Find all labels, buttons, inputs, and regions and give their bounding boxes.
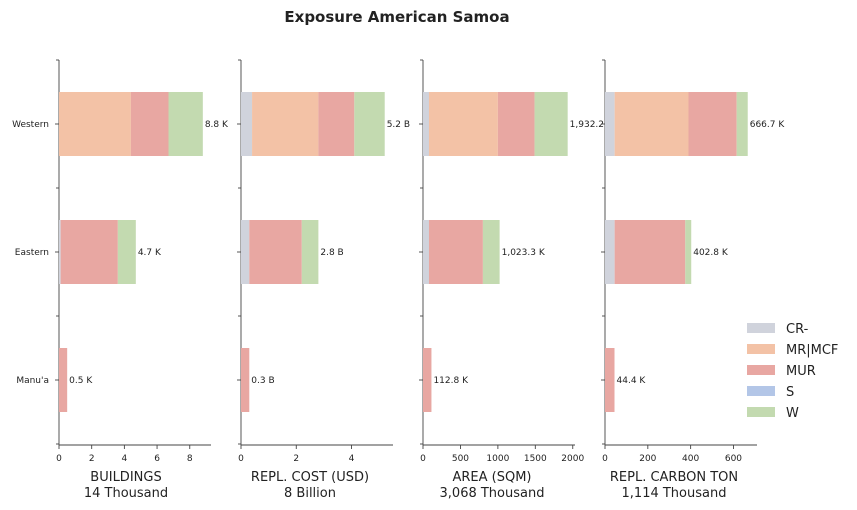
bar-total-label: 5.2 B: [387, 120, 410, 130]
bar-segment-w: [168, 92, 203, 156]
bar-segment-cr: [423, 220, 429, 284]
bar-total-label: 0.5 K: [69, 376, 93, 386]
legend-swatch-mur: [747, 365, 775, 375]
bar-segment-mr: [614, 92, 689, 156]
bar-segment-mur: [130, 92, 169, 156]
x-axis-subtitle: 14 Thousand: [84, 486, 168, 501]
bar-segment-mur: [428, 220, 483, 284]
bar-segment-w: [301, 220, 319, 284]
legend-label-mur: MUR: [786, 364, 816, 379]
legend-label-w: W: [786, 406, 799, 421]
bar-segment-w: [736, 92, 748, 156]
category-label: Western: [12, 120, 49, 130]
bar-total-label: 1,932.2: [570, 120, 604, 130]
bar-segment-w: [117, 220, 136, 284]
legend-swatch-s: [747, 386, 775, 396]
bar-segment-w: [534, 92, 568, 156]
x-tick-label: 2: [89, 454, 95, 464]
bar-segment-mur: [605, 348, 615, 412]
bar-total-label: 8.8 K: [205, 120, 229, 130]
bar-segment-w: [354, 92, 385, 156]
legend-swatch-mr: [747, 344, 775, 354]
bar-segment-cr: [423, 92, 429, 156]
bar-total-label: 0.3 B: [251, 376, 274, 386]
legend-label-mr: MR|MCF: [786, 343, 838, 358]
bar-total-label: 1,023.3 K: [502, 248, 546, 258]
bar-total-label: 2.8 B: [320, 248, 343, 258]
chart-panels: Western Eastern Manu'a 8.8 K 4.7 K 0.5 K 0 2 4 6 8…: [12, 59, 786, 501]
bar-segment-w: [482, 220, 500, 284]
bar-segment-cr: [605, 92, 615, 156]
bar-total-label: 4.7 K: [138, 248, 162, 258]
bar-segment-cr: [241, 92, 253, 156]
legend-label-s: S: [786, 385, 794, 400]
bar-segment-mur: [241, 348, 250, 412]
x-tick-label: 0: [56, 454, 62, 464]
panel-2: 5.2 B 2.8 B 0.3 B 0 2 4 REPL. COST (USD)8 Bill…: [237, 59, 410, 501]
x-tick-label: 200: [639, 454, 656, 464]
bar-segment-mr: [59, 92, 131, 156]
x-tick-label: 4: [349, 454, 355, 464]
legend-swatch-cr: [747, 323, 775, 333]
bar-segment-mur: [423, 348, 432, 412]
x-axis-subtitle: 8 Billion: [284, 486, 336, 501]
x-tick-label: 6: [154, 454, 160, 464]
x-axis-label: REPL. COST (USD): [251, 470, 369, 485]
bar-segment-mur: [318, 92, 355, 156]
x-axis-label: BUILDINGS: [90, 470, 161, 485]
x-tick-label: 0: [420, 454, 426, 464]
category-label: Eastern: [15, 248, 49, 258]
bar-segment-w: [685, 220, 692, 284]
bar-total-label: 666.7 K: [750, 120, 786, 130]
legend-swatch-w: [747, 407, 775, 417]
bar-segment-cr: [605, 220, 615, 284]
panel-3: 1,932.2 1,023.3 K 112.8 K 0 500 1000 1500 2000 A…: [419, 59, 604, 501]
x-tick-label: 0: [238, 454, 244, 464]
panel-1: Western Eastern Manu'a 8.8 K 4.7 K 0.5 K 0 2 4 6 8…: [12, 59, 229, 501]
x-tick-label: 2: [293, 454, 299, 464]
bar-total-label: 402.8 K: [693, 248, 729, 258]
panel-4: 666.7 K 402.8 K 44.4 K 0 200 400 600 REPL. CARB…: [601, 59, 786, 501]
bar-segment-mur: [249, 220, 302, 284]
bar-segment-mur: [497, 92, 535, 156]
x-tick-label: 400: [682, 454, 699, 464]
bar-segment-mur: [614, 220, 686, 284]
bar-segment-mr: [252, 92, 319, 156]
x-axis-label: REPL. CARBON TON: [610, 470, 738, 485]
x-axis-subtitle: 1,114 Thousand: [622, 486, 727, 501]
x-tick-label: 1500: [524, 454, 547, 464]
bar-total-label: 112.8 K: [433, 376, 469, 386]
x-tick-label: 1000: [486, 454, 509, 464]
x-tick-label: 500: [452, 454, 469, 464]
x-tick-label: 0: [602, 454, 608, 464]
x-axis-subtitle: 3,068 Thousand: [440, 486, 545, 501]
x-tick-label: 8: [187, 454, 193, 464]
bar-total-label: 44.4 K: [617, 376, 647, 386]
bar-segment-mur: [688, 92, 737, 156]
x-tick-label: 2000: [561, 454, 584, 464]
x-tick-label: 600: [725, 454, 742, 464]
bar-segment-mur: [60, 220, 118, 284]
bar-segment-mur: [59, 348, 68, 412]
x-tick-label: 4: [122, 454, 128, 464]
chart-legend: CR- MR|MCF MUR SW: [747, 322, 838, 421]
legend-label-cr: CR-: [786, 322, 809, 337]
bar-segment-cr: [59, 220, 61, 284]
category-label: Manu'a: [16, 376, 49, 386]
bar-segment-cr: [241, 220, 250, 284]
chart-title: Exposure American Samoa: [284, 8, 509, 26]
bar-segment-mr: [428, 92, 498, 156]
x-axis-label: AREA (SQM): [452, 470, 531, 485]
